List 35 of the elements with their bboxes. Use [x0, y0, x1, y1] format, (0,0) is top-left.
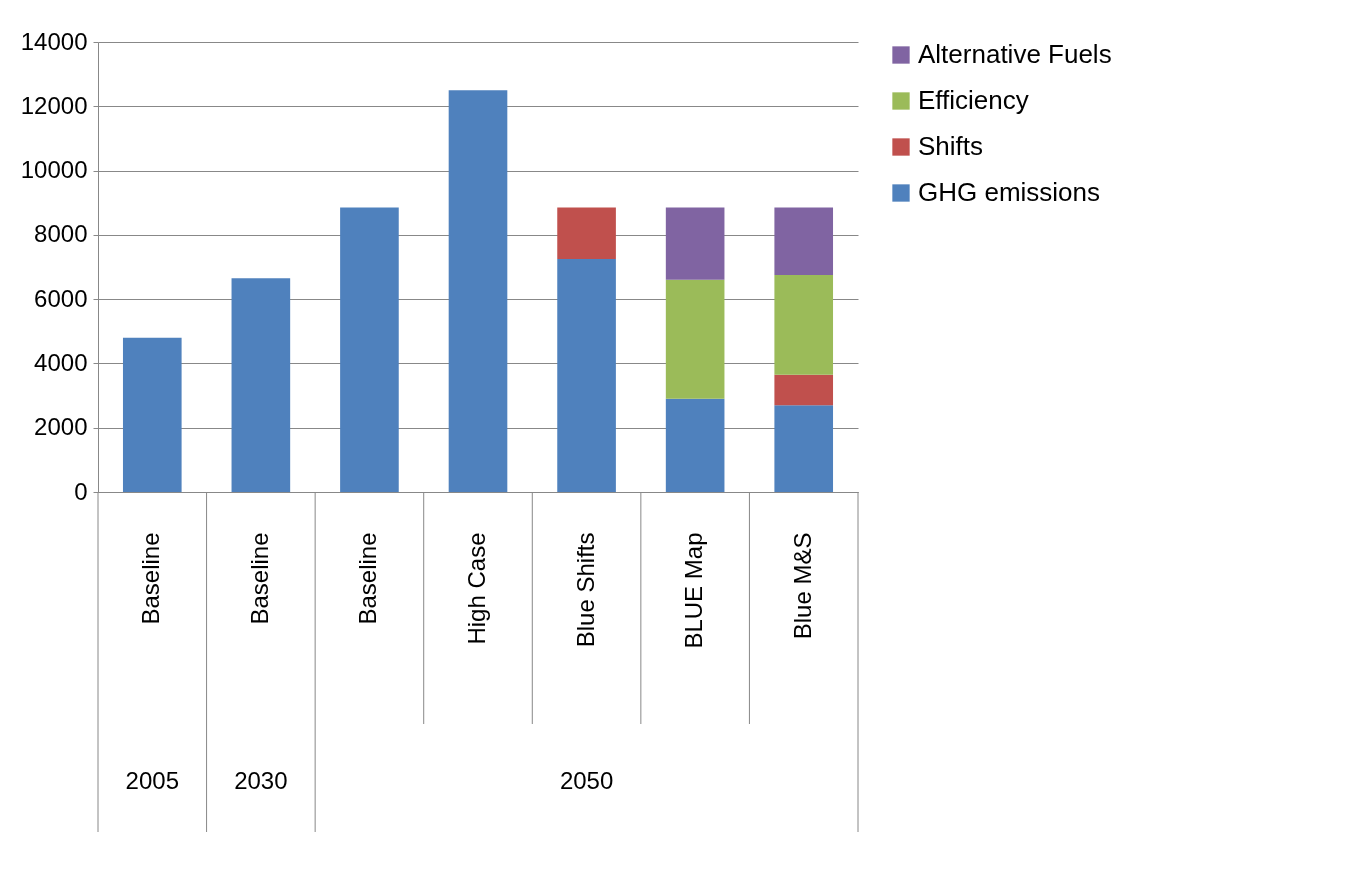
x-tick-label: Baseline	[354, 532, 382, 625]
bar	[340, 207, 399, 492]
y-tick-label: 14000	[20, 27, 88, 55]
x-tick-label: High Case	[463, 532, 490, 645]
bar	[231, 278, 291, 492]
bar	[122, 337, 182, 492]
y-tick-label: 2000	[34, 413, 88, 441]
y-tick-label: 0	[74, 477, 88, 505]
text: 2030	[234, 767, 288, 794]
text: 2050	[559, 767, 614, 794]
x-tick-label: Baseline	[245, 532, 273, 625]
legend-label: Shifts	[918, 131, 984, 161]
y-tick-label: 6000	[34, 284, 88, 312]
bar	[665, 207, 725, 280]
x-tick-label: BLUE Map	[680, 532, 708, 649]
bar	[557, 258, 616, 492]
x-tick-label: Baseline	[137, 532, 165, 625]
x-tick-label: Blue Shifts	[571, 532, 599, 648]
y-tick-label: 8000	[34, 220, 88, 248]
legend-label: Efficiency	[918, 85, 1029, 115]
bar	[774, 275, 834, 375]
x-tick-label: Blue M&S	[788, 532, 816, 640]
bar	[774, 207, 834, 276]
legend-label: Alternative Fuels	[918, 39, 1112, 69]
legend-label: GHG emissions	[918, 177, 1101, 207]
bar	[774, 405, 834, 492]
y-tick-label: 4000	[34, 348, 88, 376]
bar	[665, 398, 725, 492]
bar	[774, 374, 834, 406]
bar	[557, 207, 616, 259]
bar	[665, 279, 725, 399]
bar	[448, 90, 508, 492]
y-tick-label: 10000	[20, 156, 88, 184]
text: 2005	[125, 767, 179, 794]
y-tick-label: 12000	[20, 91, 88, 119]
